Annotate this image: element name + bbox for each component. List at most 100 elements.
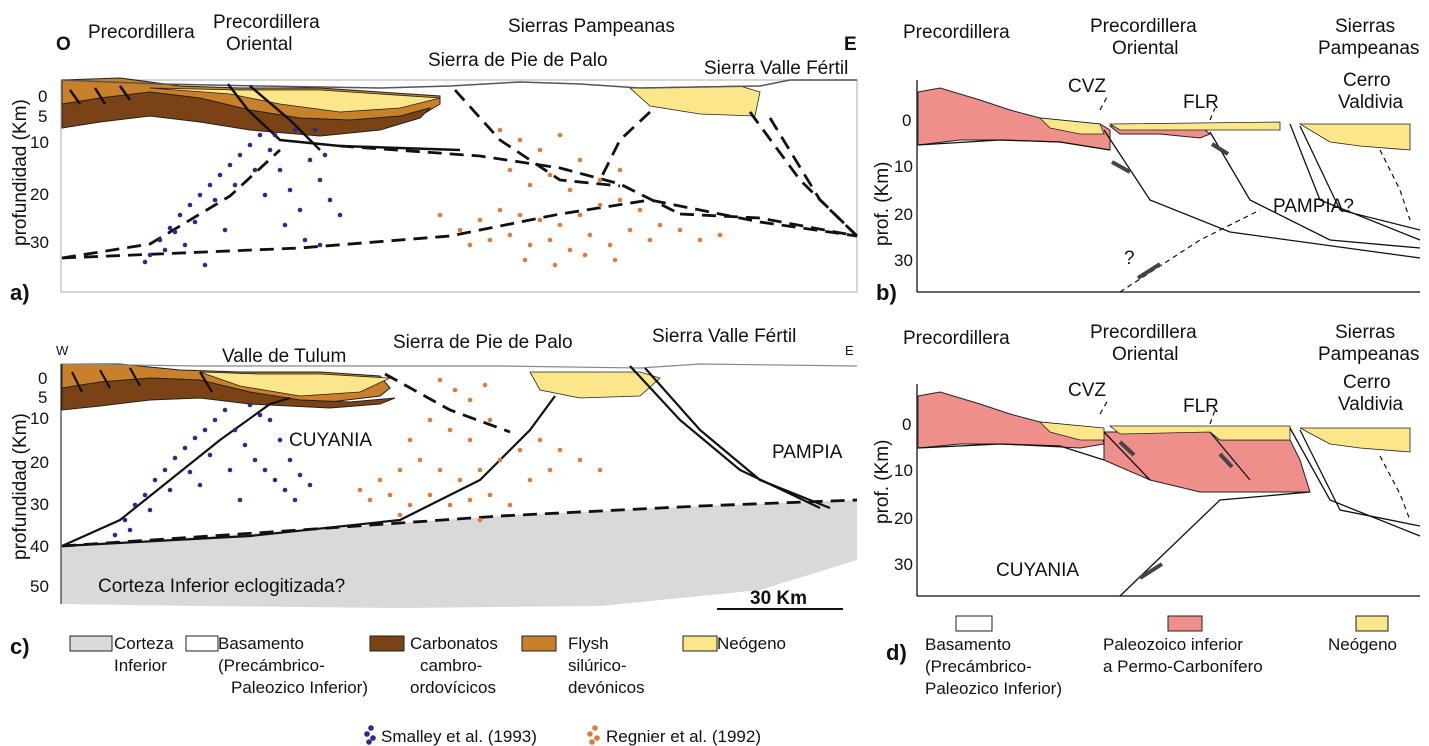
panel-b-cerro-l2: Valdivia [1338, 92, 1404, 113]
panel-a-west-label: O [56, 34, 71, 55]
panel-d-cvz: CVZ [1068, 380, 1106, 401]
panel-a-east-label: E [844, 34, 857, 55]
legend-d-paleozoic-l2: a Permo-Carbonífero [1103, 657, 1263, 676]
panel-c-tick-10: 10 [30, 409, 49, 428]
legend-c-basement-l1: Basamento [218, 634, 304, 653]
panel-b-arrows [1111, 142, 1230, 280]
panel-b-neogene-3 [1298, 123, 1411, 151]
panel-a-faults [68, 83, 461, 152]
panel-a-smalley-seismicity [142, 127, 343, 268]
panel-d-region-oriental-l1: Precordillera [1090, 322, 1197, 343]
legend-d-basement-l2: (Precámbrico- [925, 657, 1032, 676]
panel-b-region-sierras-l2: Pampeanas [1318, 38, 1419, 59]
panel-b-region-oriental-l1: Precordillera [1090, 16, 1197, 37]
panel-b-neogene-1 [1038, 117, 1105, 135]
panel-b-cvz: CVZ [1068, 76, 1106, 97]
panel-d-neogene-1 [1038, 421, 1105, 441]
panel-d-cerro-l1: Cerro [1343, 372, 1391, 393]
panel-c-tick-20: 20 [30, 453, 49, 472]
legend-d-paleozoic-l1: Paleozoico inferior [1103, 635, 1243, 654]
panel-d-letter: d) [886, 640, 907, 665]
panel-a-tick-20: 20 [30, 185, 49, 204]
panel-b-region-precordillera: Precordillera [903, 22, 1010, 43]
legend-c-neogene: Neógeno [682, 634, 786, 653]
panel-b-cerro-l1: Cerro [1343, 70, 1391, 91]
legend-d-basement: Basamento (Precámbrico- Paleozico Inferi… [925, 615, 1062, 698]
panel-a-tick-30: 30 [30, 233, 49, 252]
panel-d-cerro-l2: Valdivia [1338, 394, 1404, 415]
panel-b-pampia: PAMPIA? [1273, 196, 1354, 217]
panel-d-yaxis-label: prof. (Km) [872, 440, 893, 524]
panel-a-carbonate-layer [61, 91, 432, 137]
panel-c-tick-50: 50 [30, 577, 49, 596]
legend-d-paleozoic-swatch [1167, 615, 1203, 632]
panel-c-cuyania: CUYANIA [289, 430, 372, 451]
panel-b-question: ? [1124, 248, 1135, 269]
panel-d-cuyania: CUYANIA [996, 560, 1079, 581]
panel-a-letter: a) [10, 280, 30, 305]
legend-c-lower-crust-l2: Inferior [114, 656, 167, 675]
panel-c-lower-crust [61, 500, 857, 608]
panel-a-yaxis-label: profundidad (Km) [10, 99, 31, 246]
panel-c-yaxis-label: profundidad (Km) [10, 413, 31, 560]
panel-a-valle-fertil: Sierra Valle Fértil [704, 58, 848, 79]
panel-c-pampia: PAMPIA [772, 442, 843, 463]
legend-c-basement-swatch [185, 635, 219, 652]
legend-c-lower-crust: Corteza Inferior [69, 634, 174, 675]
panel-d-region-sierras-l2: Pampeanas [1318, 344, 1419, 365]
panel-c-pie-de-palo: Sierra de Pie de Palo [393, 332, 573, 353]
panel-b-faults [917, 123, 1421, 259]
panel-b-letter: b) [876, 280, 897, 305]
panel-d-region-sierras-l1: Sierras [1335, 322, 1395, 343]
panel-c-east-label: E [845, 343, 854, 358]
panel-b-paleozoic-wedge [917, 87, 1111, 151]
panel-a-tick-0: 0 [38, 87, 47, 106]
panel-a-region-oriental-l2: Oriental [226, 34, 293, 55]
panel-c-scale-bar [717, 608, 843, 610]
legend-c-flysch-l1: Flysh [568, 634, 609, 653]
panel-d-dashed-faults [1099, 399, 1411, 521]
legend-c-flysch-swatch [521, 635, 557, 652]
panel-c-smalley-seismicity [112, 402, 313, 538]
legend-c-flysch-l2: silúrico- [568, 656, 627, 675]
legend-c: Corteza Inferior Basamento (Precámbrico-… [69, 634, 786, 697]
panel-c-scale-label: 30 Km [750, 588, 807, 609]
panel-b-tick-10: 10 [894, 157, 913, 176]
legend-d-basement-l1: Basamento [925, 635, 1011, 654]
panel-a-pie-de-palo: Sierra de Pie de Palo [428, 50, 608, 71]
panel-b-tick-0: 0 [902, 111, 911, 130]
panel-a: O E Precordillera Precordillera Oriental… [10, 12, 858, 305]
panel-b: Precordillera Precordillera Oriental Sie… [872, 16, 1421, 305]
panel-a-tick-5: 5 [38, 107, 47, 126]
legend-c-carbonates-l1: Carbonatos [410, 634, 498, 653]
panel-d-neogene-3 [1299, 427, 1411, 453]
panel-a-neogene-layer [149, 87, 441, 113]
legend-c-carbonates-l3: ordovícicos [410, 678, 496, 697]
panel-c-valle-fertil: Sierra Valle Fértil [652, 326, 796, 347]
panel-d-tick-20: 20 [894, 509, 913, 528]
panel-c-tick-0: 0 [38, 369, 47, 388]
panel-d-flr: FLR [1183, 396, 1219, 417]
panel-c-neogene-east [529, 371, 661, 399]
panel-b-tick-20: 20 [894, 205, 913, 224]
panel-c-neogene-layer [199, 371, 391, 397]
legend-d-neogene-l1: Neógeno [1328, 635, 1397, 654]
regnier-source-label: Regnier et al. (1992) [606, 727, 761, 746]
legend-c-carbonates: Carbonatos cambro- ordovícicos [369, 634, 498, 697]
panel-d-region-precordillera: Precordillera [903, 328, 1010, 349]
panel-d-paleozoic-block [1103, 431, 1311, 493]
panel-d-region-oriental-l2: Oriental [1112, 344, 1179, 365]
panel-a-tick-10: 10 [30, 133, 49, 152]
legend-c-basement-l2: (Precámbrico- [218, 656, 325, 675]
panel-c-west-label: W [56, 343, 69, 358]
panel-d-tick-0: 0 [902, 415, 911, 434]
panel-c-tick-40: 40 [30, 537, 49, 556]
panel-c-carbonate-layer [61, 377, 396, 411]
smalley-swatch [364, 725, 376, 745]
panel-c-tick-5: 5 [38, 388, 47, 407]
panel-d-faults [917, 427, 1421, 597]
panel-a-topography [61, 79, 857, 89]
legend-d-neogene-swatch [1355, 615, 1389, 632]
legend-c-flysch-l3: devónicos [568, 678, 645, 697]
panel-b-region-sierras-l1: Sierras [1335, 16, 1395, 37]
